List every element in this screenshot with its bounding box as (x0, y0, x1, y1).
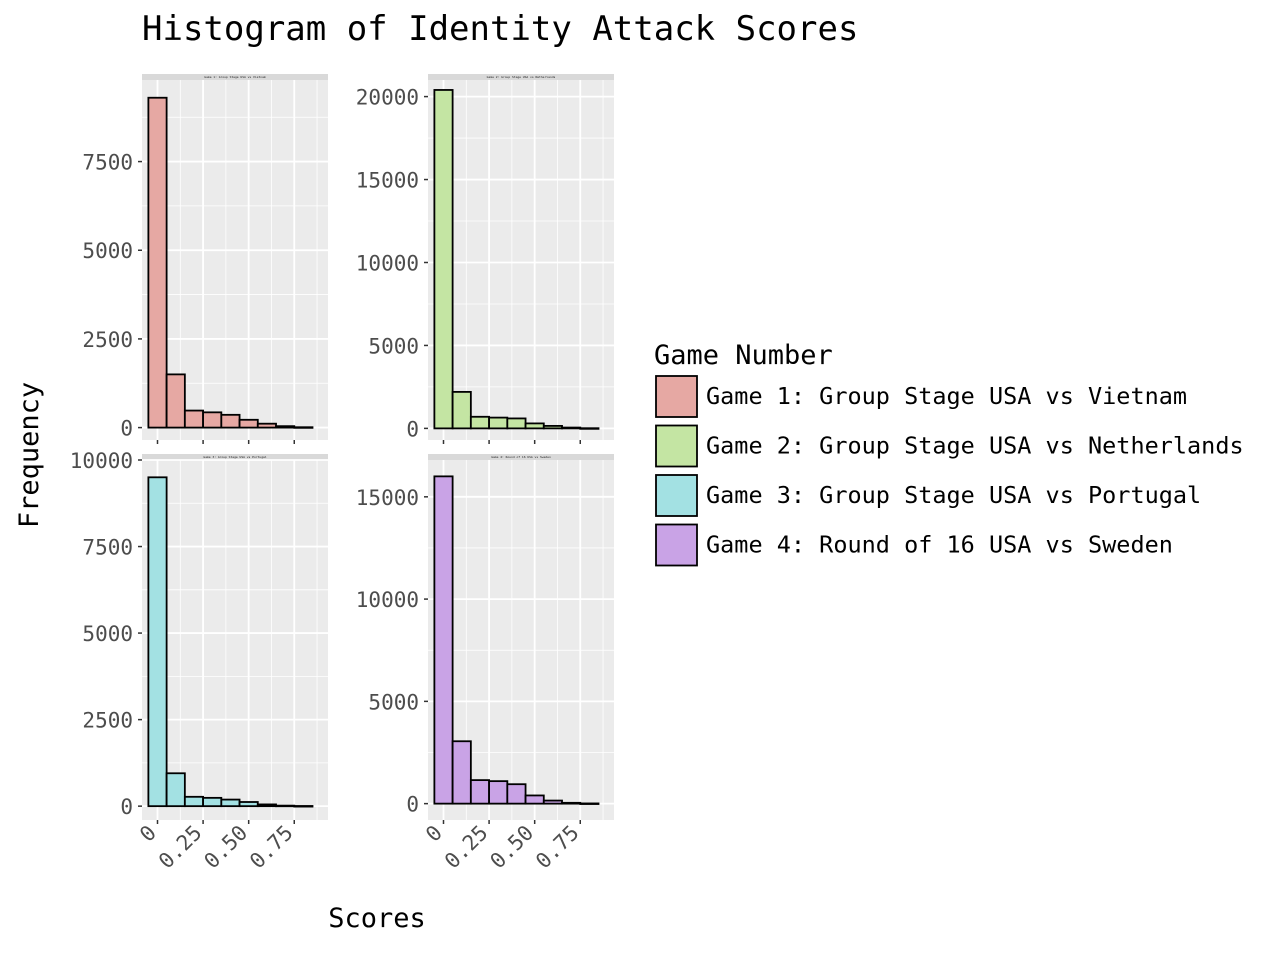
panel-background (142, 460, 328, 820)
y-axis-label: Frequency (14, 382, 45, 528)
histogram-bar (183, 409, 204, 429)
x-tick-label: 0.75 (531, 821, 584, 874)
histogram-bar (256, 803, 277, 808)
y-tick-label: 7500 (82, 536, 133, 560)
y-tick-label: 5000 (368, 334, 419, 358)
legend-key (655, 474, 698, 517)
x-tick-label: 0 (421, 821, 447, 847)
histogram-bar (506, 417, 527, 430)
histogram-bar (165, 772, 186, 808)
histogram-bar (293, 426, 314, 429)
facet-panel-4: Game 4: Round of 16 USA vs Sweden 0 5000 10… (356, 454, 614, 873)
legend-label: Game 3: Group Stage USA vs Portugal (706, 481, 1201, 509)
x-tick-label: 0 (135, 821, 161, 847)
facet-strip (428, 74, 614, 80)
chart-title: Histogram of Identity Attack Scores (142, 9, 858, 49)
histogram-bar (524, 422, 545, 430)
y-tick-label: 10000 (356, 251, 419, 275)
histogram-bar (202, 411, 223, 429)
y-tick-label: 10000 (70, 449, 133, 473)
histogram-bar (220, 413, 241, 429)
histogram-bar (524, 794, 545, 805)
histogram-bar (238, 801, 259, 808)
histogram-bar (147, 476, 168, 808)
histogram-bar (579, 427, 600, 430)
histogram-bar (488, 780, 509, 805)
facet-strip-label: Game 4: Round of 16 USA vs Sweden (491, 455, 551, 459)
legend-key (655, 375, 698, 418)
facet-strip (142, 74, 328, 80)
facet-panel-3: Game 3: Group Stage USA vs Portugal 0 2500… (70, 449, 328, 873)
histogram-bar (293, 805, 314, 808)
x-tick-label: 0.50 (485, 821, 538, 874)
y-tick-label: 5000 (82, 622, 133, 646)
histogram-bar (469, 415, 490, 430)
y-tick-label: 10000 (356, 588, 419, 612)
y-tick-label: 2500 (82, 328, 133, 352)
histogram-bar (561, 801, 582, 805)
x-axis-label: Scores (328, 903, 426, 934)
y-tick-label: 0 (406, 793, 419, 817)
histogram-bar (275, 804, 296, 808)
histogram-bar (579, 802, 600, 805)
histogram-bar (275, 425, 296, 429)
panel-background (428, 80, 614, 440)
facet-panel-1: Game 1: Group Stage USA vs Vietnam 0 2500 5… (82, 74, 328, 444)
legend-title: Game Number (654, 340, 833, 371)
legend-key (655, 523, 698, 567)
histogram-bar (220, 798, 241, 808)
legend-label: Game 2: Group Stage USA vs Netherlands (706, 432, 1244, 460)
histogram-bar (147, 96, 168, 429)
histogram-bar (542, 424, 563, 430)
histogram-bar (506, 783, 527, 805)
x-tick-label: 0.75 (245, 821, 298, 874)
facet-strip (142, 454, 328, 460)
y-tick-label: 20000 (356, 86, 419, 110)
histogram-bar (488, 416, 509, 430)
histogram-bar (451, 390, 472, 430)
facet-panel-2: Game 2: Group Stage USA vs Netherlands 0 5… (356, 74, 614, 444)
legend: Game Number Game 1: Group Stage USA vs V… (654, 340, 1244, 567)
x-tick-label: 0.50 (199, 821, 252, 874)
histogram-bar (451, 740, 472, 805)
y-tick-label: 7500 (82, 151, 133, 175)
facet-strip-label: Game 2: Group Stage USA vs Netherlands (487, 75, 556, 79)
histogram-bar (433, 89, 454, 430)
legend-label: Game 1: Group Stage USA vs Vietnam (706, 382, 1187, 410)
y-tick-label: 0 (120, 417, 133, 441)
histogram-bar (542, 799, 563, 805)
legend-key (655, 424, 698, 468)
histogram-bar (238, 418, 259, 429)
facet-strip-label: Game 3: Group Stage USA vs Portugal (203, 455, 266, 459)
y-tick-label: 5000 (368, 690, 419, 714)
facet-strip-label: Game 1: Group Stage USA vs Vietnam (204, 75, 266, 79)
histogram-bar (433, 475, 454, 805)
y-tick-label: 0 (406, 417, 419, 441)
y-tick-label: 15000 (356, 486, 419, 510)
histogram-bar (202, 796, 223, 808)
histogram-bar (165, 373, 186, 429)
histogram-bar (469, 779, 490, 805)
histogram-bar (256, 422, 277, 429)
histogram-bar (183, 795, 204, 808)
y-tick-label: 0 (120, 795, 133, 819)
y-tick-label: 15000 (356, 169, 419, 193)
legend-label: Game 4: Round of 16 USA vs Sweden (706, 531, 1173, 559)
facet-panels: Game 1: Group Stage USA vs Vietnam 0 2500 5… (70, 74, 614, 873)
y-tick-label: 5000 (82, 239, 133, 263)
histogram-bar (561, 426, 582, 430)
x-tick-label: 0.25 (440, 821, 493, 874)
facet-strip (428, 454, 614, 460)
y-tick-label: 2500 (82, 709, 133, 733)
x-tick-label: 0.25 (154, 821, 207, 874)
